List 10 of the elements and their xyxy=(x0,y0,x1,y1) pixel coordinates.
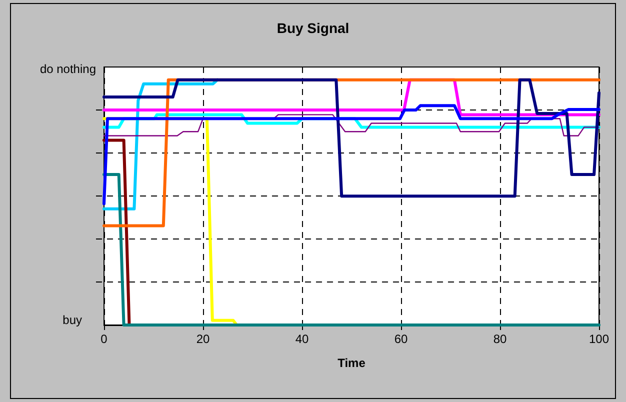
x-tick-label: 60 xyxy=(394,332,408,346)
text: do nothing xyxy=(40,62,96,76)
chart-title: Buy Signal xyxy=(276,20,350,36)
x-axis-title: Time xyxy=(338,356,366,370)
x-tick-label: 0 xyxy=(100,332,108,346)
x-tick-label: 40 xyxy=(295,332,309,346)
text: buy xyxy=(62,313,82,327)
x-tick-label: 100 xyxy=(588,332,610,346)
x-tick-label: 20 xyxy=(196,332,210,346)
x-tick-label: 80 xyxy=(493,332,507,346)
